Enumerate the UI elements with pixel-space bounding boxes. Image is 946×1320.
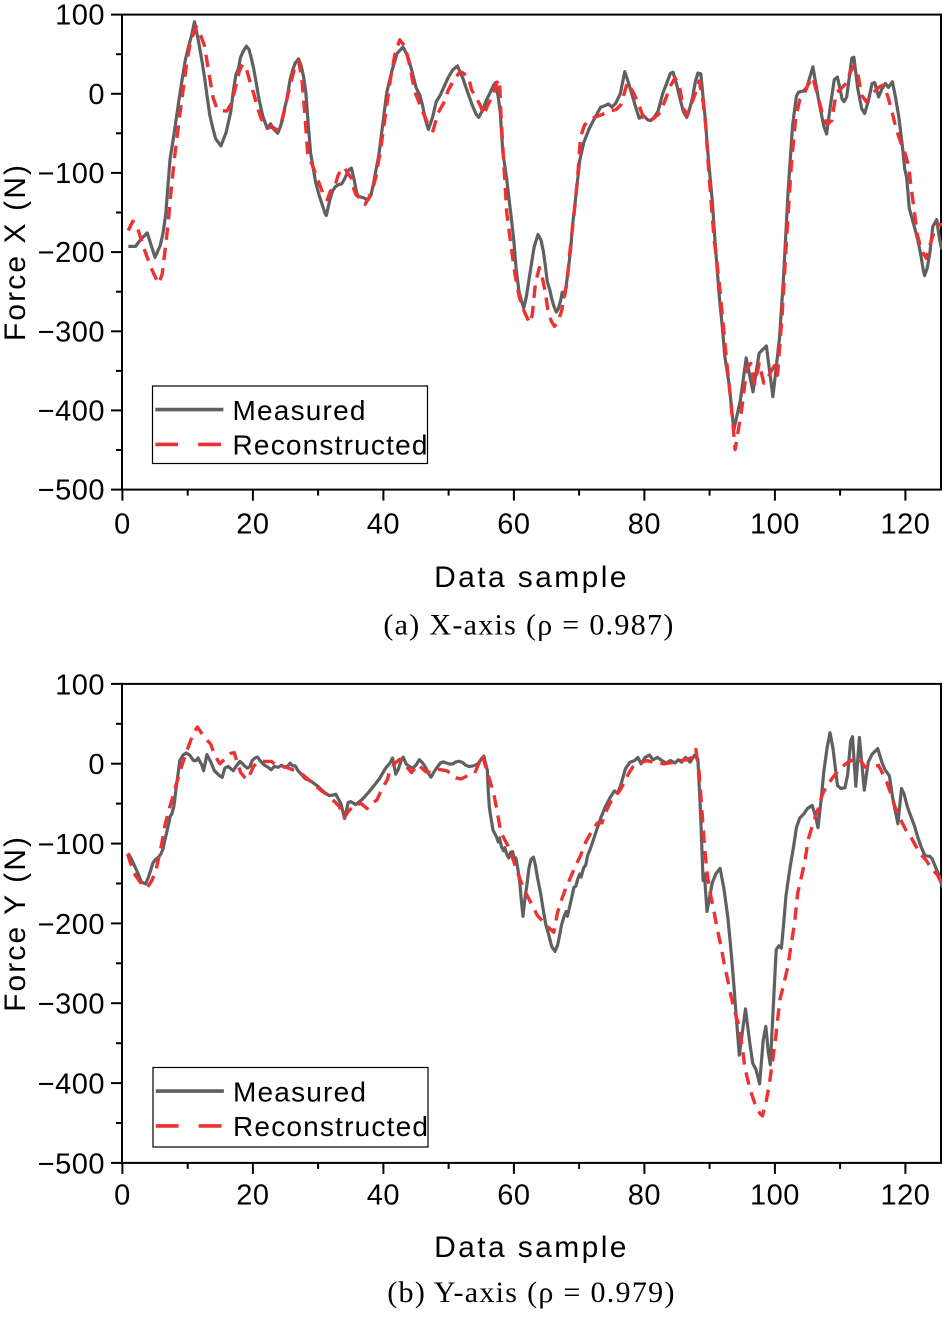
svg-text:Force X (N): Force X (N): [0, 163, 32, 341]
svg-text:0: 0: [114, 1180, 131, 1212]
svg-text:0: 0: [88, 749, 105, 781]
svg-text:−100: −100: [38, 829, 105, 861]
svg-text:120: 120: [880, 1180, 930, 1212]
svg-text:100: 100: [750, 1180, 800, 1212]
svg-text:80: 80: [628, 1180, 661, 1212]
svg-text:20: 20: [236, 509, 269, 541]
svg-text:−100: −100: [38, 158, 105, 190]
svg-text:40: 40: [367, 509, 400, 541]
svg-text:60: 60: [497, 1180, 530, 1212]
svg-text:80: 80: [628, 509, 661, 541]
svg-text:−400: −400: [38, 1069, 105, 1101]
svg-text:40: 40: [367, 1180, 400, 1212]
svg-text:−400: −400: [38, 395, 105, 427]
svg-text:−500: −500: [38, 1148, 105, 1180]
svg-text:20: 20: [236, 1180, 269, 1212]
svg-text:Force Y (N): Force Y (N): [0, 835, 32, 1012]
svg-text:0: 0: [114, 509, 131, 541]
svg-text:0: 0: [88, 79, 105, 111]
svg-text:100: 100: [55, 0, 105, 32]
svg-text:−500: −500: [38, 475, 105, 507]
svg-text:−300: −300: [38, 989, 105, 1021]
svg-text:Reconstructed: Reconstructed: [233, 1111, 429, 1142]
svg-text:Data sample: Data sample: [434, 561, 629, 594]
svg-text:Measured: Measured: [233, 395, 367, 426]
svg-text:120: 120: [880, 509, 930, 541]
svg-text:60: 60: [497, 509, 530, 541]
svg-text:(a) X-axis (ρ = 0.987): (a) X-axis (ρ = 0.987): [383, 609, 674, 642]
svg-text:Data sample: Data sample: [434, 1231, 629, 1264]
svg-text:100: 100: [750, 509, 800, 541]
svg-text:Reconstructed: Reconstructed: [233, 430, 429, 461]
svg-text:(b) Y-axis (ρ = 0.979): (b) Y-axis (ρ = 0.979): [387, 1276, 676, 1309]
svg-text:−300: −300: [38, 316, 105, 348]
svg-text:Measured: Measured: [233, 1076, 367, 1107]
svg-text:−200: −200: [38, 237, 105, 269]
svg-text:−200: −200: [38, 909, 105, 941]
svg-text:100: 100: [55, 669, 105, 701]
